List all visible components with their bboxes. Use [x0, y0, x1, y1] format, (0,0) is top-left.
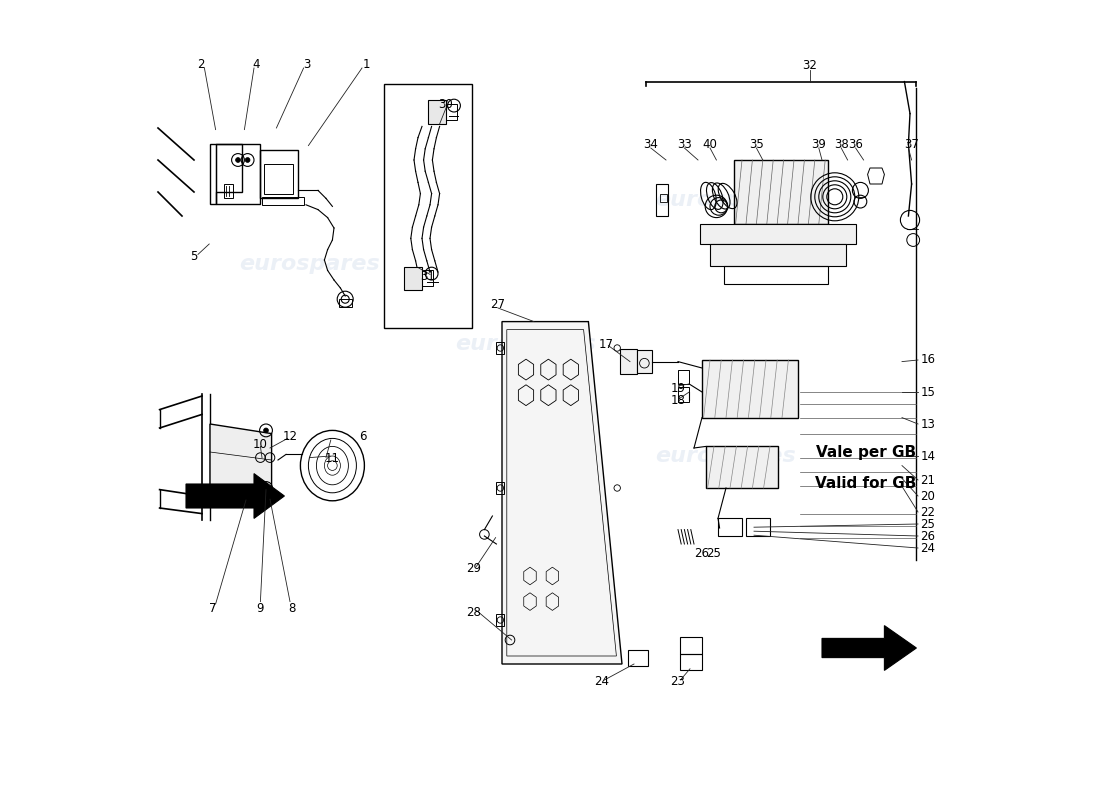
Text: 16: 16 — [921, 354, 935, 366]
Bar — [496, 342, 505, 354]
Text: Vale per GB: Vale per GB — [816, 445, 916, 459]
Bar — [428, 100, 446, 124]
Bar — [264, 164, 294, 194]
Text: 33: 33 — [676, 138, 692, 150]
Bar — [260, 150, 298, 198]
Bar — [446, 104, 458, 120]
Bar — [702, 360, 798, 418]
Circle shape — [245, 158, 250, 162]
Bar — [384, 84, 472, 328]
Bar — [706, 446, 778, 488]
Text: 39: 39 — [812, 138, 826, 150]
Text: 18: 18 — [671, 394, 685, 406]
Text: 38: 38 — [834, 138, 848, 150]
Text: 34: 34 — [644, 138, 658, 150]
Bar — [656, 184, 668, 216]
Text: 26: 26 — [921, 530, 935, 542]
Bar — [718, 518, 743, 536]
Polygon shape — [822, 626, 916, 670]
Text: 30: 30 — [439, 98, 453, 110]
Text: 24: 24 — [921, 542, 935, 554]
Text: 27: 27 — [491, 298, 506, 310]
Text: 23: 23 — [671, 675, 685, 688]
Bar — [339, 299, 352, 307]
Text: 40: 40 — [703, 138, 717, 150]
Bar — [746, 518, 770, 536]
Text: 37: 37 — [904, 138, 918, 150]
Bar — [216, 144, 260, 204]
Text: 12: 12 — [283, 430, 297, 442]
Bar — [678, 387, 690, 402]
Polygon shape — [210, 424, 272, 494]
Bar — [628, 650, 648, 666]
Text: eurospares: eurospares — [656, 446, 796, 466]
Text: 31: 31 — [420, 270, 434, 282]
Bar — [619, 349, 637, 374]
Circle shape — [235, 158, 241, 162]
Text: 17: 17 — [598, 338, 614, 350]
Bar — [734, 160, 828, 224]
Text: 9: 9 — [256, 602, 264, 614]
Text: 6: 6 — [359, 430, 366, 442]
Bar — [496, 614, 505, 626]
Text: 5: 5 — [190, 250, 198, 262]
Text: 29: 29 — [466, 562, 482, 574]
Bar — [701, 224, 857, 244]
Text: 32: 32 — [803, 59, 817, 72]
Bar — [660, 194, 667, 202]
Text: 2: 2 — [197, 58, 205, 70]
Text: 25: 25 — [921, 518, 935, 530]
Text: 14: 14 — [921, 450, 935, 462]
Bar — [637, 350, 651, 373]
Text: 24: 24 — [594, 675, 609, 688]
Text: 8: 8 — [288, 602, 296, 614]
Text: eurospares: eurospares — [240, 254, 381, 274]
Bar — [405, 267, 422, 290]
Circle shape — [264, 486, 268, 490]
Text: 21: 21 — [921, 474, 935, 486]
Text: 25: 25 — [706, 547, 722, 560]
Bar — [422, 270, 433, 286]
Text: eurospares: eurospares — [656, 190, 796, 210]
Text: 19: 19 — [671, 382, 685, 394]
Text: 4: 4 — [253, 58, 260, 70]
Text: 15: 15 — [921, 386, 935, 398]
Text: 1: 1 — [362, 58, 370, 70]
Text: Valid for GB: Valid for GB — [815, 477, 916, 491]
Bar — [680, 654, 702, 670]
Text: 10: 10 — [253, 438, 267, 450]
Text: 11: 11 — [324, 452, 340, 465]
Polygon shape — [186, 474, 285, 518]
Text: 7: 7 — [209, 602, 217, 614]
Text: 36: 36 — [848, 138, 864, 150]
Bar — [496, 482, 505, 494]
Bar — [680, 637, 702, 654]
Text: 13: 13 — [921, 418, 935, 430]
Bar — [725, 266, 828, 284]
Text: eurospares: eurospares — [455, 334, 596, 354]
Text: 28: 28 — [466, 606, 482, 619]
Text: 20: 20 — [921, 490, 935, 502]
Polygon shape — [502, 322, 622, 664]
Bar — [678, 370, 690, 384]
Bar — [710, 244, 846, 266]
Text: 35: 35 — [749, 138, 763, 150]
Text: 22: 22 — [921, 506, 935, 518]
Text: 3: 3 — [304, 58, 310, 70]
Bar — [262, 197, 304, 205]
Text: 26: 26 — [694, 547, 710, 560]
Bar — [223, 184, 233, 198]
Circle shape — [264, 428, 268, 433]
